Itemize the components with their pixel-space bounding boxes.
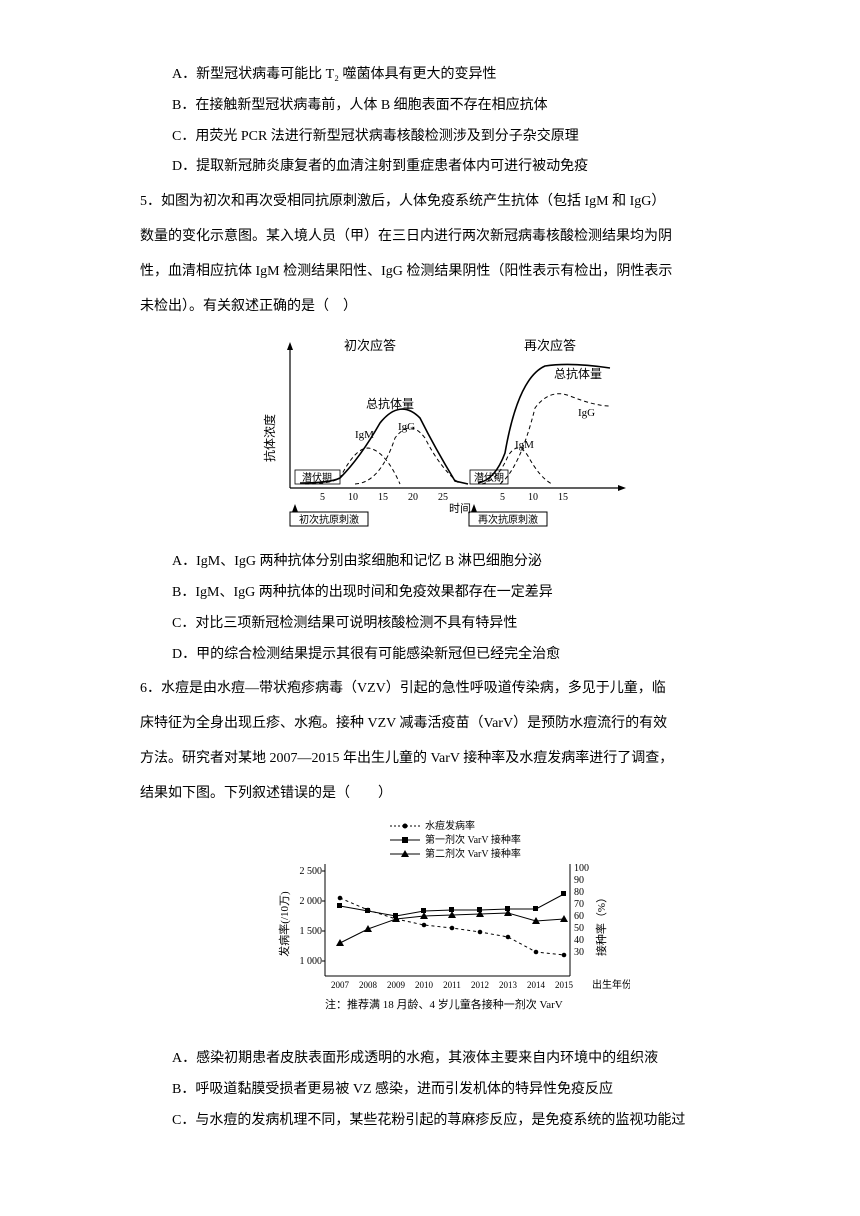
chart1-title-primary: 初次应答: [344, 338, 396, 353]
svg-text:25: 25: [438, 492, 448, 503]
svg-text:5: 5: [320, 492, 325, 503]
chart2-ylabel-left: 发病率(/10万): [277, 891, 291, 957]
chart2-legend-dose1: 第一剂次 VarV 接种率: [425, 833, 521, 846]
svg-text:1 500: 1 500: [300, 926, 323, 937]
svg-text:2010: 2010: [415, 980, 434, 990]
svg-text:2 000: 2 000: [300, 896, 323, 907]
q5-stem-line2: 数量的变化示意图。某入境人员（甲）在三日内进行两次新冠病毒核酸检测结果均为阴: [140, 222, 760, 253]
svg-text:60: 60: [574, 911, 584, 922]
q6-stem-line4: 结果如下图。下列叙述错误的是（ ）: [140, 779, 760, 810]
svg-text:100: 100: [574, 863, 589, 874]
svg-text:10: 10: [348, 492, 358, 503]
svg-text:2015: 2015: [555, 980, 574, 990]
svg-text:15: 15: [378, 492, 388, 503]
chart1-secondary-stim: 再次抗原刺激: [478, 513, 538, 526]
svg-text:2012: 2012: [471, 980, 489, 990]
chart1-igm1: IgM: [355, 429, 374, 441]
svg-text:40: 40: [574, 935, 584, 946]
q6-stem-line3: 方法。研究者对某地 2007—2015 年出生儿童的 VarV 接种率及水痘发病…: [140, 744, 760, 775]
chart1-igg1: IgG: [398, 421, 415, 433]
svg-text:70: 70: [574, 899, 584, 910]
svg-text:2014: 2014: [527, 980, 546, 990]
svg-text:15: 15: [558, 492, 568, 503]
q6-option-a: A．感染初期患者皮肤表面形成透明的水疱，其液体主要来自内环境中的组织液: [140, 1044, 760, 1075]
chart2-ylabel-right: 接种率（%）: [594, 891, 608, 955]
chart2-note: 注：推荐满 18 月龄、4 岁儿童各接种一剂次 VarV: [325, 997, 563, 1011]
svg-text:5: 5: [500, 492, 505, 503]
immune-response-chart: 抗体浓度 初次应答 再次应答 总抗体量 IgM IgG 潜伏期 总抗体量 IgM…: [140, 328, 760, 541]
q5-stem-line1: 5．如图为初次和再次受相同抗原刺激后，人体免疫系统产生抗体（包括 IgM 和 I…: [140, 187, 760, 218]
chart1-total1: 总抗体量: [366, 396, 414, 411]
chart1-xlabel: 时间: [449, 502, 471, 515]
svg-text:2007: 2007: [331, 980, 350, 990]
chart1-igm2: IgM: [515, 439, 534, 451]
svg-text:2009: 2009: [387, 980, 406, 990]
svg-text:80: 80: [574, 887, 584, 898]
q4-option-c: C．用荧光 PCR 法进行新型冠状病毒核酸检测涉及到分子杂交原理: [140, 122, 760, 153]
svg-text:50: 50: [574, 923, 584, 934]
chart2-xlabel: 出生年份: [592, 978, 630, 991]
q5-option-a: A．IgM、IgG 两种抗体分别由浆细胞和记忆 B 淋巴细胞分泌: [140, 547, 760, 578]
chart2-legend-incidence: 水痘发病率: [425, 819, 475, 832]
svg-text:2013: 2013: [499, 980, 518, 990]
chart1-total2: 总抗体量: [554, 366, 602, 381]
chart1-igg2: IgG: [578, 407, 595, 419]
chart1-title-secondary: 再次应答: [524, 338, 576, 353]
svg-text:2008: 2008: [359, 980, 378, 990]
q5-stem-line4: 未检出）。有关叙述正确的是（ ）: [140, 292, 760, 323]
svg-text:30: 30: [574, 947, 584, 958]
chart2-legend-dose2: 第二剂次 VarV 接种率: [425, 847, 521, 860]
q4-option-d: D．提取新冠肺炎康复者的血清注射到重症患者体内可进行被动免疫: [140, 152, 760, 183]
vaccine-chart: 水痘发病率 第一剂次 VarV 接种率 第二剂次 VarV 接种率 2 500 …: [140, 816, 760, 1039]
chart1-ylabel: 抗体浓度: [262, 414, 277, 462]
q5-option-d: D．甲的综合检测结果提示其很有可能感染新冠但已经完全治愈: [140, 640, 760, 671]
svg-text:90: 90: [574, 875, 584, 886]
q6-stem-line2: 床特征为全身出现丘疹、水疱。接种 VZV 减毒活疫苗（VarV）是预防水痘流行的…: [140, 709, 760, 740]
chart1-latent2: 潜伏期: [474, 471, 504, 484]
q4-option-a: A．新型冠状病毒可能比 T₂ 噬菌体具有更大的变异性: [140, 60, 760, 91]
q6-option-b: B．呼吸道黏膜受损者更易被 VZ 感染，进而引发机体的特异性免疫反应: [140, 1075, 760, 1106]
q6-option-c: C．与水痘的发病机理不同，某些花粉引起的荨麻疹反应，是免疫系统的监视功能过: [140, 1106, 760, 1137]
q5-stem-line3: 性，血清相应抗体 IgM 检测结果阳性、IgG 检测结果阴性（阳性表示有检出，阴…: [140, 257, 760, 288]
svg-text:10: 10: [528, 492, 538, 503]
q6-stem-line1: 6．水痘是由水痘—带状疱疹病毒（VZV）引起的急性呼吸道传染病，多见于儿童，临: [140, 674, 760, 705]
svg-text:2 500: 2 500: [300, 866, 323, 877]
svg-text:1 000: 1 000: [300, 956, 323, 967]
q5-option-c: C．对比三项新冠检测结果可说明核酸检测不具有特异性: [140, 609, 760, 640]
svg-text:2011: 2011: [443, 980, 461, 990]
svg-text:20: 20: [408, 492, 418, 503]
q4-option-b: B．在接触新型冠状病毒前，人体 B 细胞表面不存在相应抗体: [140, 91, 760, 122]
q5-option-b: B．IgM、IgG 两种抗体的出现时间和免疫效果都存在一定差异: [140, 578, 760, 609]
chart1-latent1: 潜伏期: [302, 471, 332, 484]
chart1-primary-stim: 初次抗原刺激: [299, 513, 359, 526]
